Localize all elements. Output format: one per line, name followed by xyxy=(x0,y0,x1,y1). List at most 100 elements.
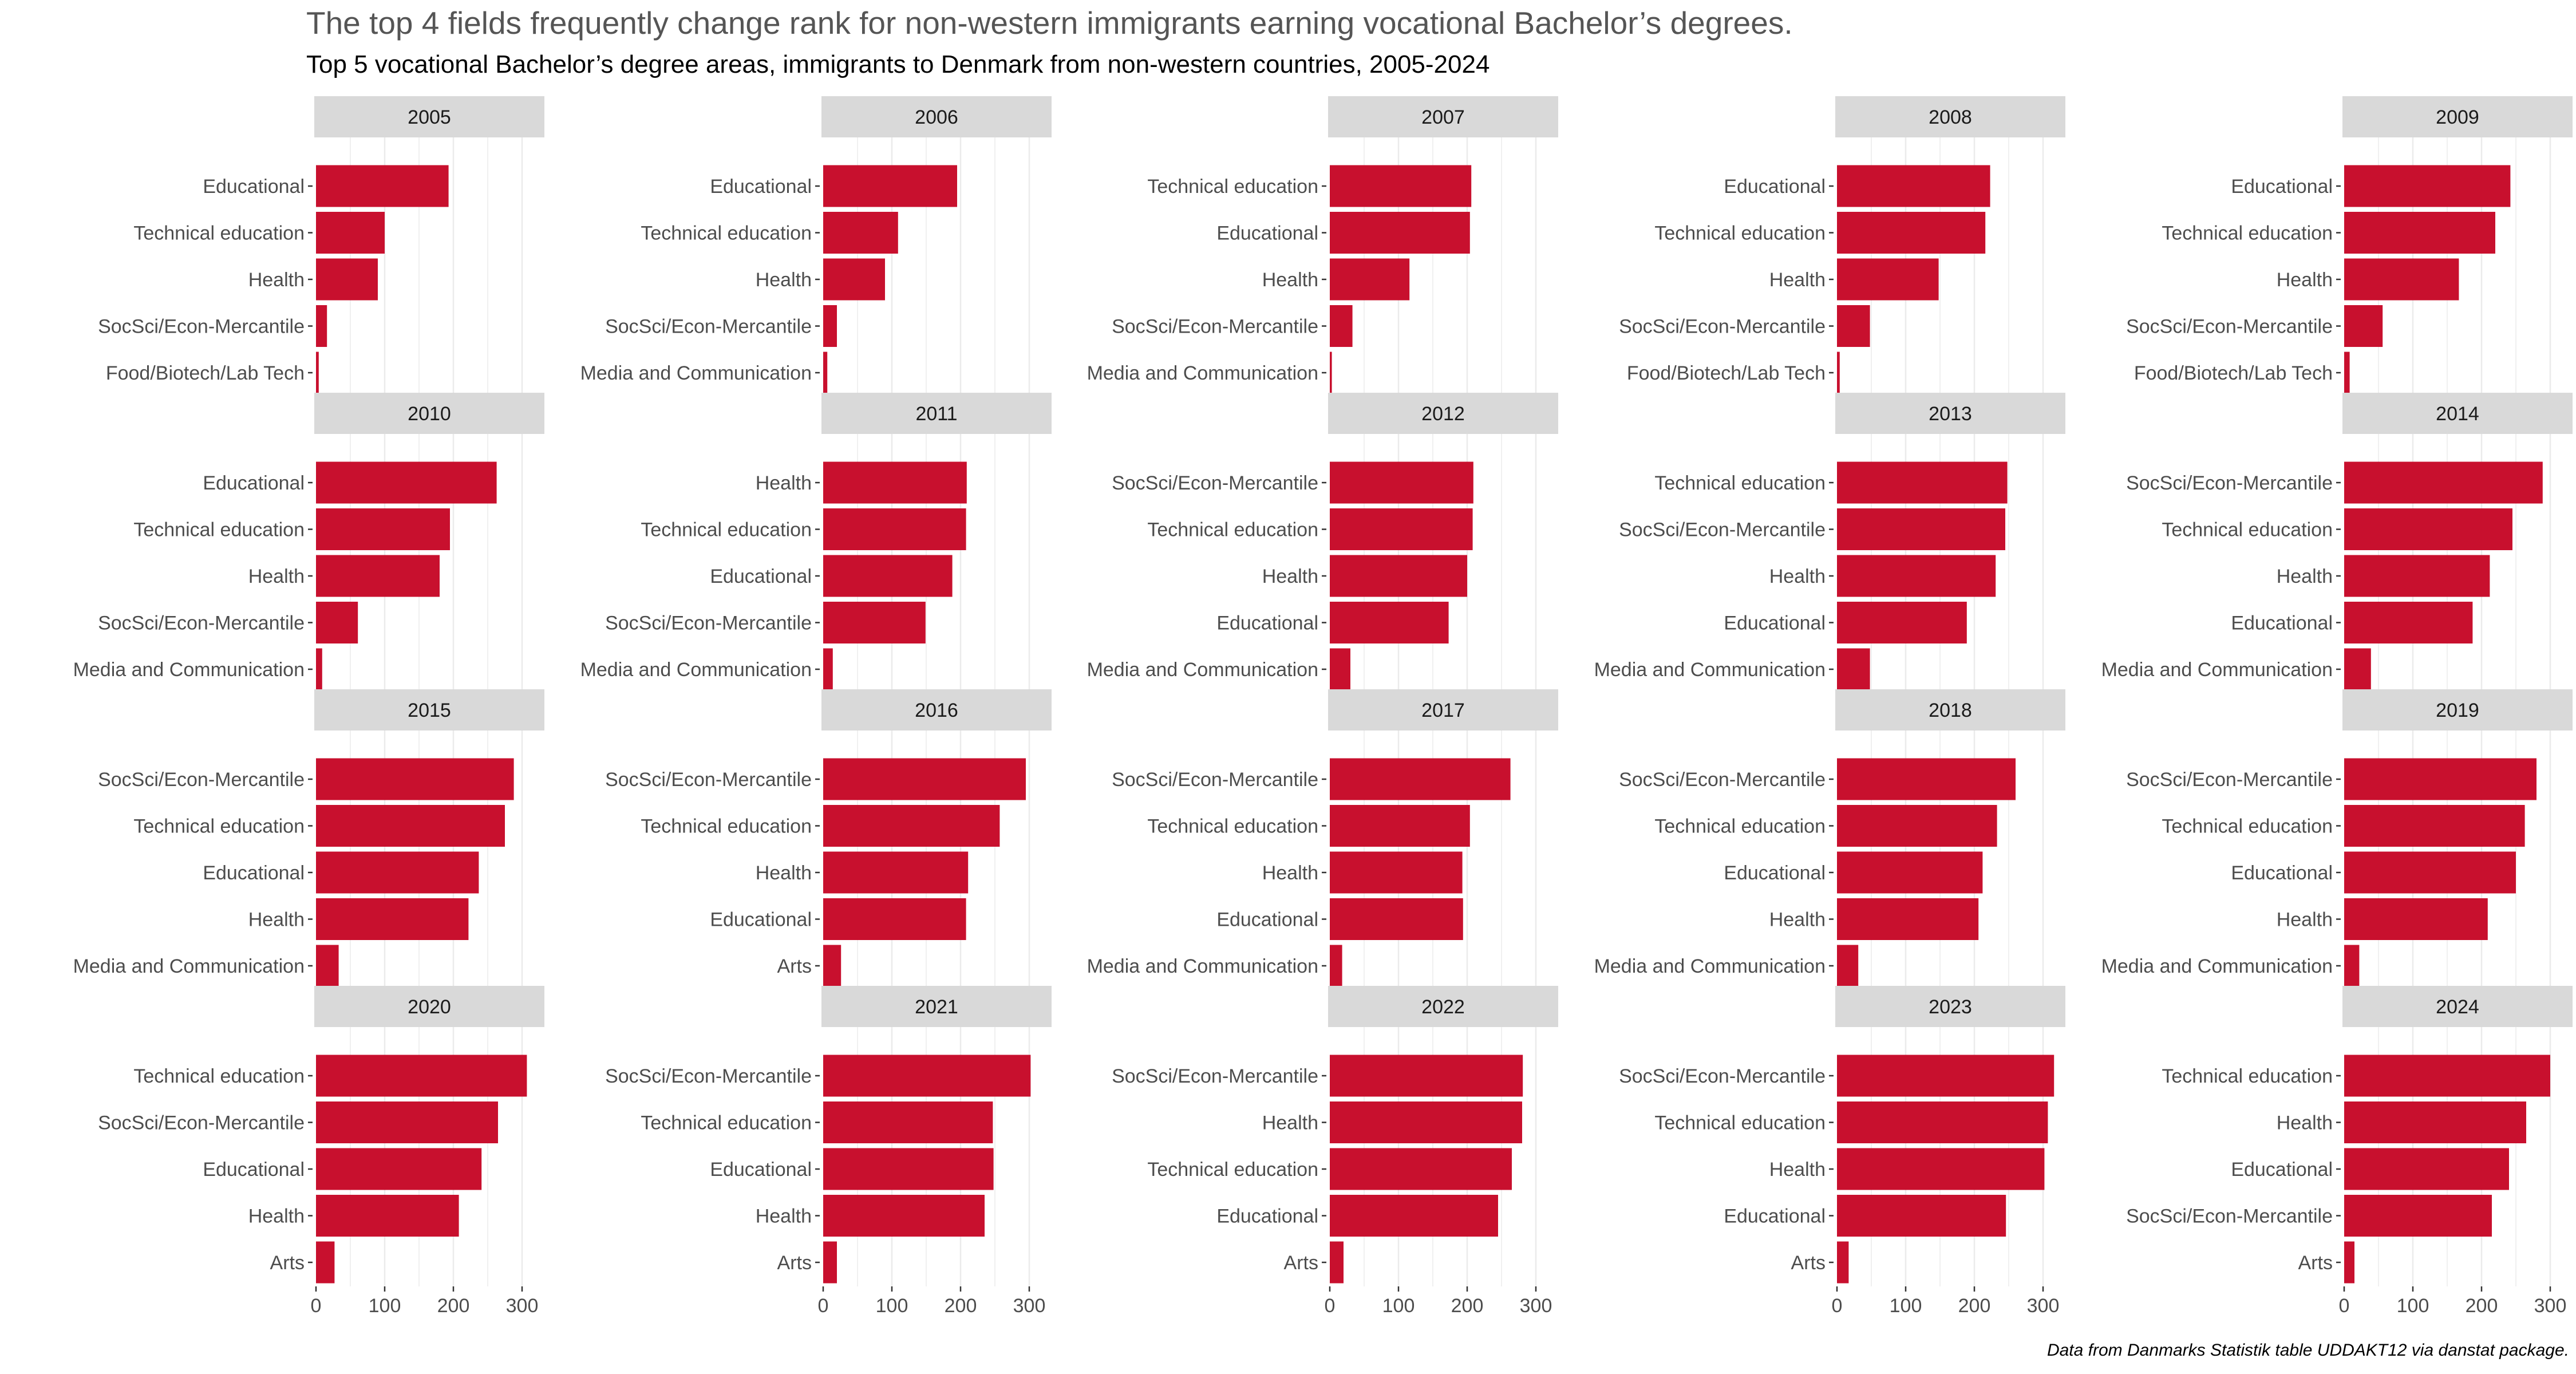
x-tick-label: 100 xyxy=(2397,1295,2429,1317)
category-label: Technical education xyxy=(2162,1065,2333,1087)
facet-strip xyxy=(1328,393,1558,434)
category-label: Health xyxy=(1262,269,1318,291)
bar-technical-education xyxy=(1837,212,1986,254)
bar-educational xyxy=(1330,212,1470,254)
bar-educational xyxy=(1837,851,1983,894)
facet-strip xyxy=(1835,986,2065,1027)
bar-socsci-econ-mercantile xyxy=(1837,305,1870,347)
bar-food-biotech-lab-tech xyxy=(316,352,319,394)
facet-panel-2006: 2006 Educational Technical education Health… xyxy=(580,96,1052,397)
category-label: Educational xyxy=(203,1159,305,1180)
category-label: SocSci/Econ-Mercantile xyxy=(1112,769,1318,791)
category-label: SocSci/Econ-Mercantile xyxy=(2126,769,2333,791)
bar-arts xyxy=(1837,1241,1849,1284)
category-label: Health xyxy=(2277,269,2333,291)
facet-strip xyxy=(2342,689,2573,731)
facet-strip xyxy=(1328,986,1558,1027)
category-label: Educational xyxy=(710,176,812,198)
category-label: Arts xyxy=(1284,1252,1318,1274)
category-label: Technical education xyxy=(1147,1159,1318,1180)
category-label: Educational xyxy=(1216,1206,1318,1227)
facet-strip-label: 2020 xyxy=(408,996,451,1018)
category-label: Health xyxy=(1769,1159,1826,1180)
category-label: SocSci/Econ-Mercantile xyxy=(1619,519,1826,541)
bar-health xyxy=(316,898,469,940)
facet-strip-label: 2016 xyxy=(915,700,958,721)
bar-educational xyxy=(1330,898,1463,940)
x-tick-label: 200 xyxy=(1451,1295,1484,1317)
bar-health xyxy=(2344,898,2488,940)
bar-media-and-communication xyxy=(316,945,339,987)
bar-socsci-econ-mercantile xyxy=(316,1101,498,1143)
category-label: Educational xyxy=(203,862,305,884)
category-label: Technical education xyxy=(641,223,812,244)
bar-technical-education xyxy=(823,805,1000,847)
bar-arts xyxy=(823,945,841,987)
bar-technical-education xyxy=(1330,508,1473,550)
category-label: SocSci/Econ-Mercantile xyxy=(605,769,812,791)
x-tick-label: 200 xyxy=(1958,1295,1991,1317)
facet-strip-label: 2012 xyxy=(1421,403,1465,425)
bar-health xyxy=(1330,555,1467,597)
facet-strip-label: 2022 xyxy=(1421,996,1465,1018)
bar-socsci-econ-mercantile xyxy=(1330,305,1353,347)
x-tick-label: 100 xyxy=(369,1295,401,1317)
category-label: Educational xyxy=(203,472,305,494)
bar-arts xyxy=(1330,1241,1344,1284)
category-label: Educational xyxy=(2231,176,2333,198)
bar-socsci-econ-mercantile xyxy=(823,758,1026,800)
bar-media-and-communication xyxy=(2344,945,2360,987)
category-label: Technical education xyxy=(1654,1112,1826,1134)
facet-strip xyxy=(1328,96,1558,137)
x-tick-label: 0 xyxy=(311,1295,322,1317)
x-tick-label: 100 xyxy=(1382,1295,1415,1317)
category-label: Educational xyxy=(1216,223,1318,244)
category-label: Arts xyxy=(777,1252,812,1274)
bar-media-and-communication xyxy=(1330,648,1350,690)
category-label: Arts xyxy=(1791,1252,1826,1274)
category-label: Technical education xyxy=(1147,816,1318,838)
category-label: SocSci/Econ-Mercantile xyxy=(98,769,305,791)
category-label: Health xyxy=(756,1206,812,1227)
category-label: Technical education xyxy=(133,816,305,838)
category-label: Media and Communication xyxy=(580,362,812,384)
category-label: SocSci/Econ-Mercantile xyxy=(1112,1065,1318,1087)
facet-strip xyxy=(2342,986,2573,1027)
category-label: SocSci/Econ-Mercantile xyxy=(605,316,812,338)
facet-panel-2013: 2013 Technical education SocSci/Econ-Merca… xyxy=(1594,393,2065,693)
category-label: Media and Communication xyxy=(1594,956,1826,977)
facet-strip xyxy=(821,96,1052,137)
bar-arts xyxy=(823,1241,837,1284)
category-label: Media and Communication xyxy=(2101,956,2333,977)
category-label: SocSci/Econ-Mercantile xyxy=(605,613,812,634)
bar-technical-education xyxy=(1330,1148,1512,1190)
bar-socsci-econ-mercantile xyxy=(823,1055,1031,1097)
x-tick-label: 300 xyxy=(2534,1295,2567,1317)
bar-educational xyxy=(1330,1195,1498,1237)
bar-socsci-econ-mercantile xyxy=(1837,1055,2055,1097)
facet-strip xyxy=(1835,96,2065,137)
category-label: SocSci/Econ-Mercantile xyxy=(2126,472,2333,494)
bar-media-and-communication xyxy=(2344,648,2371,690)
facet-panel-2010: 2010 Educational Technical education Health… xyxy=(73,393,544,693)
bar-educational xyxy=(2344,1148,2509,1190)
bar-media-and-communication xyxy=(316,648,322,690)
facet-panel-2008: 2008 Educational Technical education Health… xyxy=(1619,96,2065,397)
facet-strip xyxy=(1328,689,1558,731)
facet-panel-2014: 2014 SocSci/Econ-Mercantile Technical educ… xyxy=(2101,393,2573,693)
facet-strip-label: 2010 xyxy=(408,403,451,425)
facet-panel-2012: 2012 SocSci/Econ-Mercantile Technical educ… xyxy=(1087,393,1558,693)
bar-educational xyxy=(823,1148,994,1190)
facet-panel-2023: 2023 SocSci/Econ-Mercantile Technical educ… xyxy=(1619,986,2065,1317)
category-label: Health xyxy=(2277,566,2333,587)
category-label: SocSci/Econ-Mercantile xyxy=(2126,316,2333,338)
facet-strip-label: 2021 xyxy=(915,996,958,1018)
bar-educational xyxy=(823,165,957,207)
category-label: Technical education xyxy=(641,1112,812,1134)
facet-strip-label: 2008 xyxy=(1929,106,1972,128)
category-label: Health xyxy=(1262,566,1318,587)
category-label: Technical education xyxy=(133,223,305,244)
facet-strip xyxy=(314,689,544,731)
category-label: SocSci/Econ-Mercantile xyxy=(98,613,305,634)
